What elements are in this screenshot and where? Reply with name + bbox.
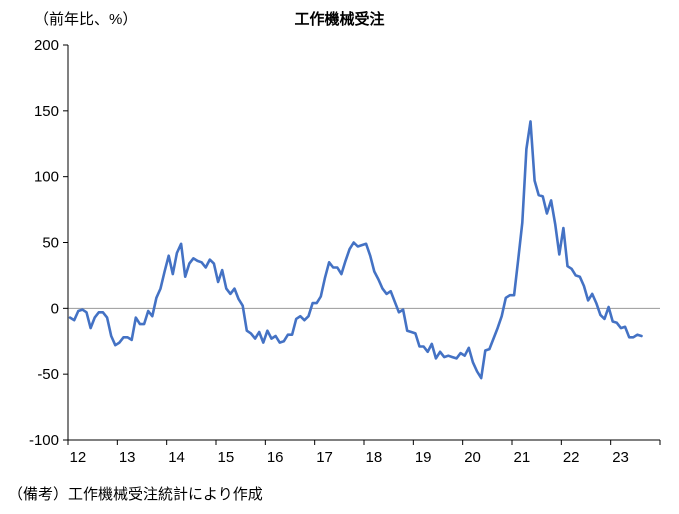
y-axis-unit-label: （前年比、%） bbox=[34, 11, 138, 28]
y-tick-label: 200 bbox=[34, 37, 59, 54]
x-tick-label: 20 bbox=[464, 449, 481, 466]
x-tick-label: 22 bbox=[563, 449, 580, 466]
chart-title: 工作機械受注 bbox=[294, 11, 385, 28]
x-tick-label: 15 bbox=[218, 449, 235, 466]
x-tick-label: 14 bbox=[168, 449, 185, 466]
y-tick-label: 100 bbox=[34, 169, 59, 186]
x-tick-label: 12 bbox=[70, 449, 87, 466]
y-tick-label: -50 bbox=[37, 366, 59, 383]
y-tick-label: -100 bbox=[29, 432, 59, 449]
x-tick-label: 19 bbox=[415, 449, 432, 466]
x-tick-label: 13 bbox=[119, 449, 136, 466]
x-tick-label: 21 bbox=[514, 449, 531, 466]
y-tick-label: 150 bbox=[34, 103, 59, 120]
y-tick-label: 0 bbox=[51, 300, 59, 317]
source-note: （備考）工作機械受注統計により作成 bbox=[8, 486, 263, 503]
x-tick-label: 23 bbox=[612, 449, 629, 466]
x-tick-label: 16 bbox=[267, 449, 284, 466]
series-line bbox=[68, 120, 643, 380]
x-tick-label: 17 bbox=[316, 449, 333, 466]
x-tick-label: 18 bbox=[366, 449, 383, 466]
y-tick-label: 50 bbox=[42, 235, 59, 252]
